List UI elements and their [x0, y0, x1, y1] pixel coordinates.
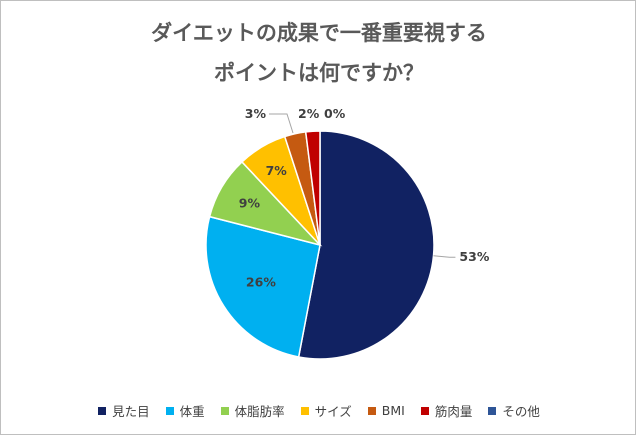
chart-title-line-1: ダイエットの成果で一番重要視する: [151, 21, 487, 45]
legend-swatch-4: [367, 406, 376, 415]
legend-swatch-5: [420, 406, 429, 415]
legend-label-1: 体重: [179, 404, 205, 419]
chart-title-line-2: ポイントは何ですか？: [214, 61, 424, 85]
legend-item-1: 体重: [165, 401, 205, 420]
legend-item-6: その他: [488, 401, 540, 420]
leader-line-4: [269, 113, 294, 134]
legend-item-0: 見た目: [98, 401, 150, 420]
pie-slice-1: [205, 215, 321, 358]
legend-label-2: 体脂肪率: [234, 404, 285, 419]
data-label-3: 7%: [266, 163, 288, 178]
legend-swatch-6: [488, 406, 497, 415]
legend-label-4: BMI: [381, 403, 405, 418]
chart-legend: 見た目 体重 体脂肪率 サイズ BMI 筋肉量 その他: [1, 401, 636, 420]
data-label-4: 3%: [245, 106, 267, 121]
pie-slice-5: [304, 130, 321, 246]
legend-swatch-1: [165, 406, 174, 415]
data-label-6: 0%: [324, 106, 346, 121]
data-label-2: 9%: [239, 195, 261, 210]
legend-item-4: BMI: [367, 403, 405, 418]
data-label-1: 26%: [246, 275, 276, 290]
legend-label-3: サイズ: [314, 404, 352, 419]
legend-item-2: 体脂肪率: [220, 401, 285, 420]
legend-swatch-2: [220, 406, 229, 415]
data-label-0: 53%: [459, 249, 489, 264]
legend-swatch-3: [300, 406, 309, 415]
legend-label-6: その他: [502, 404, 540, 419]
leader-line-0: [433, 255, 456, 258]
chart-title: ダイエットの成果で一番重要視する ポイントは何ですか？: [1, 13, 636, 93]
legend-swatch-0: [98, 406, 107, 415]
data-label-5: 2%: [298, 106, 320, 121]
legend-item-5: 筋肉量: [420, 401, 473, 420]
legend-label-0: 見た目: [112, 404, 150, 419]
pie-slice-0: [297, 130, 435, 360]
legend-item-3: サイズ: [300, 401, 352, 420]
legend-label-5: 筋肉量: [434, 404, 473, 419]
